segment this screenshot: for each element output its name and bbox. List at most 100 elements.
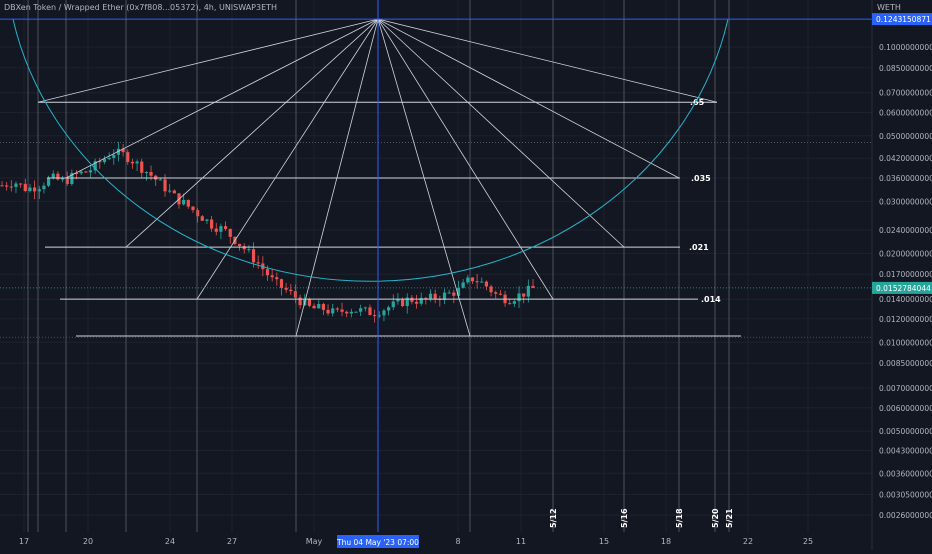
y-tick-label: 0.0420000000 xyxy=(879,154,932,163)
candle-body xyxy=(163,179,167,192)
date-marker-label: 5/20 xyxy=(711,508,720,528)
candle-body xyxy=(51,173,55,178)
candle-body xyxy=(60,178,65,180)
candle-body xyxy=(149,172,153,176)
candle-body xyxy=(466,277,470,283)
candle-body xyxy=(168,190,172,192)
x-tick-label: 15 xyxy=(599,537,609,546)
candle-body xyxy=(270,275,274,278)
level-label: .65 xyxy=(690,98,705,107)
candle-body xyxy=(42,185,46,190)
candle-series xyxy=(0,141,535,323)
candle-body xyxy=(461,282,465,288)
candle-body xyxy=(84,171,88,173)
fan-line xyxy=(377,18,680,179)
y-tick-label: 0.0050000000 xyxy=(879,427,932,436)
candle-body xyxy=(442,292,447,300)
candle-body xyxy=(242,246,246,250)
candle-body xyxy=(345,311,349,314)
candle-body xyxy=(396,298,400,302)
candle-body xyxy=(475,281,479,283)
x-tick-label: 24 xyxy=(165,537,175,546)
x-tick-label: May xyxy=(306,537,323,546)
candle-body xyxy=(414,301,419,304)
symbol-title: DBXen Token / Wrapped Ether (0x7f808...0… xyxy=(4,3,278,12)
candle-body xyxy=(205,219,209,221)
candle-body xyxy=(130,161,135,164)
candle-body xyxy=(135,161,139,164)
x-tick-label: 25 xyxy=(803,537,813,546)
x-tick-label: 20 xyxy=(83,537,93,546)
fan-line xyxy=(377,18,718,103)
candle-body xyxy=(172,190,176,194)
candle-body xyxy=(410,297,414,302)
candle-body xyxy=(508,303,512,305)
time-axis: 17 20 24 27 May 8 11 15 18 22 25 Thu 04 May '23 07:… xyxy=(19,535,813,548)
y-tick-label: 0.0170000000 xyxy=(879,270,932,279)
candle-body xyxy=(275,277,279,280)
date-marker-label: 5/12 xyxy=(549,508,558,528)
candle-body xyxy=(247,249,251,251)
candle-body xyxy=(112,154,116,158)
candle-body xyxy=(452,292,456,296)
candle-body xyxy=(405,297,409,307)
candle-body xyxy=(321,303,325,310)
candle-body xyxy=(88,170,93,173)
candle-body xyxy=(19,183,23,185)
x-tick-label: 22 xyxy=(743,537,753,546)
candle-body xyxy=(284,287,288,290)
candle-body xyxy=(307,299,312,306)
candle-body xyxy=(470,277,475,282)
candle-body xyxy=(46,177,51,186)
candle-body xyxy=(223,226,228,229)
crosshair-date-tag xyxy=(337,535,419,548)
level-label: .014 xyxy=(701,295,721,304)
fan-line xyxy=(65,18,379,179)
crosshair-price-label: 0.1243150871 xyxy=(876,15,931,24)
candle-body xyxy=(182,199,186,205)
candle-body xyxy=(56,173,60,180)
y-tick-label: 0.0036000000 xyxy=(879,469,932,478)
fan-line xyxy=(125,18,379,248)
candle-body xyxy=(317,303,321,309)
x-tick-label: 18 xyxy=(661,537,671,546)
candle-body xyxy=(186,199,190,207)
y-tick-label: 0.0070000000 xyxy=(879,384,932,393)
x-tick-label: 8 xyxy=(455,537,460,546)
candle-body xyxy=(37,189,41,192)
fan-line xyxy=(377,18,554,300)
y-tick-label: 0.0360000000 xyxy=(879,174,932,183)
candle-body xyxy=(191,206,195,211)
candle-body xyxy=(265,269,270,276)
y-tick-label: 0.0700000000 xyxy=(879,89,932,98)
candle-body xyxy=(363,307,367,309)
candle-body xyxy=(126,152,130,162)
candle-body xyxy=(210,219,214,229)
candle-body xyxy=(65,178,69,185)
candle-body xyxy=(14,183,18,187)
y-tick-label: 0.1000000000 xyxy=(879,43,932,52)
y-tick-label: 0.0060000000 xyxy=(879,404,932,413)
candle-body xyxy=(33,187,37,192)
candle-body xyxy=(498,293,502,295)
y-tick-label: 0.0850000000 xyxy=(879,64,932,73)
candle-body xyxy=(79,171,83,174)
fan-line xyxy=(37,18,379,103)
price-axis: 0.1000000000 0.0850000000 0.0700000000 0.06… xyxy=(871,0,932,550)
candle-body xyxy=(298,297,302,306)
candle-body xyxy=(219,226,223,232)
candle-body xyxy=(517,293,521,302)
candle-body xyxy=(237,243,242,247)
candle-body xyxy=(377,315,381,317)
candle-body xyxy=(98,161,102,163)
candle-body xyxy=(158,179,162,181)
fan-line xyxy=(377,18,471,337)
y-tick-label: 0.0600000000 xyxy=(879,109,932,118)
currency-label: WETH xyxy=(877,3,901,12)
fan-line xyxy=(295,19,379,337)
y-tick-label: 0.0200000000 xyxy=(879,249,932,258)
candle-body xyxy=(312,305,316,309)
